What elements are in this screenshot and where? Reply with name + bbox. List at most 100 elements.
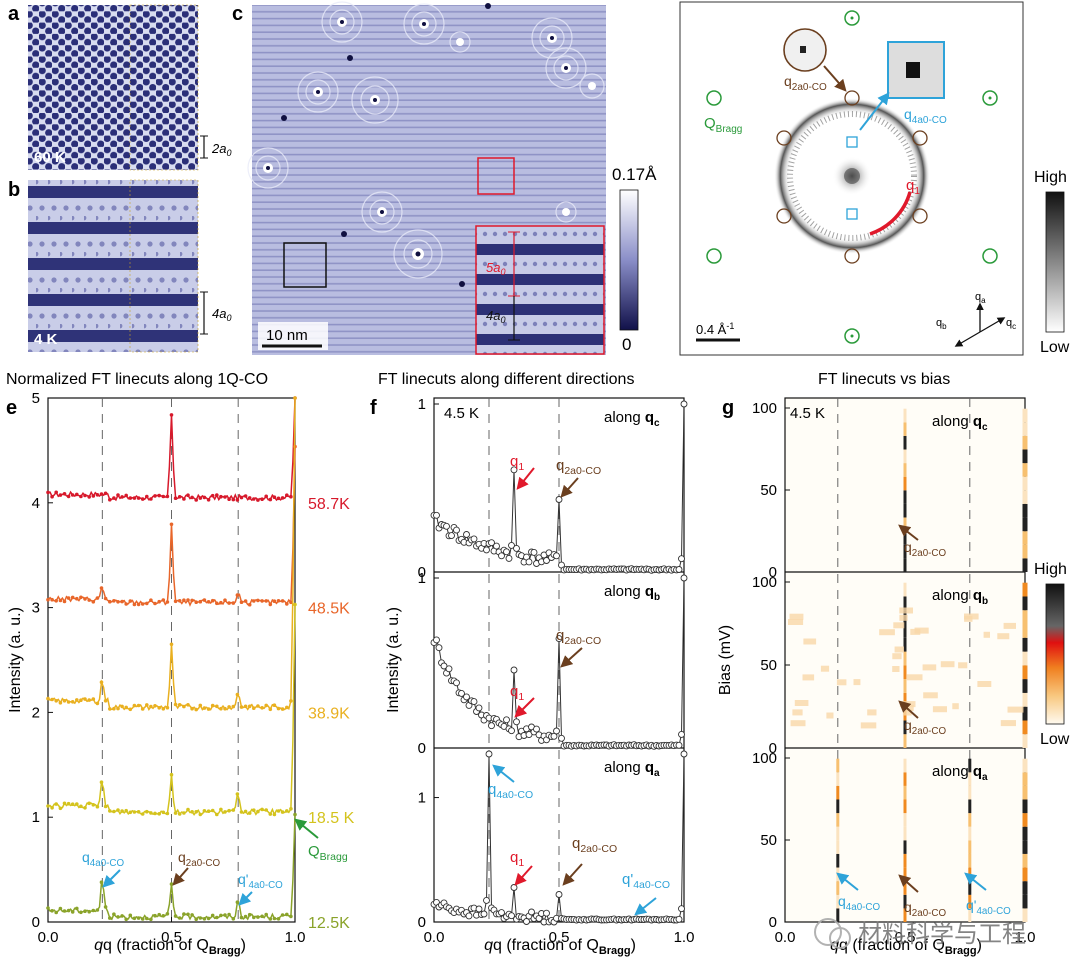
g-ann-q2-a: q2a0-CO xyxy=(904,899,946,919)
f-xtick-label: 0.0 xyxy=(424,929,445,946)
e-series-point xyxy=(95,493,100,497)
e-series-point xyxy=(66,801,71,806)
e-series-point xyxy=(75,802,79,806)
e-series-point xyxy=(103,596,108,601)
e-series-point xyxy=(260,497,264,502)
e-series-point xyxy=(276,706,281,711)
e-series-point xyxy=(62,492,67,496)
e-series-point xyxy=(103,905,108,909)
panel-g-chart: 0 50 100 along qc 0 50 100 along qb 0 50 100 along … xyxy=(752,397,1035,946)
f-series-point xyxy=(510,466,518,474)
g-heat-cell xyxy=(968,813,972,827)
g-heat-cell xyxy=(892,666,900,672)
e-series-point xyxy=(145,601,149,606)
e-ytick-label: 4 xyxy=(32,495,40,512)
e-series-point xyxy=(219,600,223,605)
f-series-point xyxy=(458,689,465,697)
e-series-point xyxy=(58,493,63,497)
e-series-point xyxy=(108,916,112,920)
e-series-point xyxy=(247,912,252,917)
e-series-point xyxy=(182,497,186,501)
f-series-point xyxy=(510,884,518,891)
e-series-point xyxy=(145,703,149,707)
g-heat-cell xyxy=(958,662,968,669)
e-series-point xyxy=(264,808,269,812)
panel-d-fft-image xyxy=(696,10,1006,347)
e-series-point xyxy=(136,810,141,814)
f-series-point xyxy=(543,557,550,564)
e-series-point xyxy=(165,811,170,816)
e-series-point xyxy=(260,599,264,603)
e-series-point xyxy=(235,792,240,796)
e-series-point xyxy=(132,810,137,814)
g-title: FT linecuts vs bias xyxy=(818,371,950,388)
e-series-point xyxy=(165,600,170,604)
e-series-point xyxy=(182,811,186,815)
e-series-point xyxy=(103,804,108,809)
e-series-point xyxy=(153,601,157,606)
e-series-point xyxy=(210,493,215,498)
g-heat-cell xyxy=(932,706,947,713)
e-series-point xyxy=(243,494,248,498)
panel-b-scale-label: 4a xyxy=(212,306,226,321)
g-heat-cell xyxy=(788,619,804,625)
g-heat-cell xyxy=(794,700,809,706)
cbar-c-max: 0.17Å xyxy=(612,165,657,184)
e-series-point xyxy=(239,495,244,500)
g-heat-cell xyxy=(803,638,817,645)
e-series-point xyxy=(268,812,273,816)
e-series-point xyxy=(157,599,161,604)
e-series-point xyxy=(247,704,252,709)
e-series-point xyxy=(128,599,133,603)
e-series-point xyxy=(252,706,256,710)
e-series-point xyxy=(247,811,252,815)
e-series-point xyxy=(272,599,277,603)
g-heat-cell xyxy=(892,653,902,660)
e-series-point xyxy=(116,493,120,497)
f-series-point xyxy=(513,718,520,726)
e-ytick-label: 0 xyxy=(32,914,40,931)
e-series-point xyxy=(268,707,273,712)
e-series-point xyxy=(182,704,186,709)
f-series-point xyxy=(445,665,453,673)
e-series-point xyxy=(190,495,194,500)
e-series-point xyxy=(276,809,281,813)
g-heat-cell xyxy=(923,692,938,699)
g-heat-cell xyxy=(820,665,830,672)
inset-bot-label: 4a xyxy=(486,308,500,323)
g-heat-cell xyxy=(952,703,959,710)
g-heat-cell xyxy=(1022,881,1028,895)
e-series-point xyxy=(157,912,161,917)
panel-g-label: g xyxy=(722,397,734,419)
g-heat-cell xyxy=(1022,422,1028,436)
e-series-point xyxy=(194,498,198,502)
e-series-point xyxy=(108,497,112,502)
f-series-point xyxy=(533,725,540,733)
f-series-point xyxy=(470,698,478,706)
e-series-point xyxy=(268,497,273,502)
f-series-point xyxy=(453,679,460,687)
e-series-point xyxy=(83,493,87,498)
f-series-point xyxy=(510,666,518,674)
e-arrow-qbragg xyxy=(294,818,319,839)
g-heat-cell xyxy=(1022,720,1028,735)
e-series-point xyxy=(79,595,83,600)
g-ytick-label: 100 xyxy=(752,574,777,591)
g-heat-cell xyxy=(968,908,972,922)
g-ytick-label: 100 xyxy=(752,750,777,767)
f-ylabel: Intensity (a. u.) xyxy=(385,607,402,713)
g-heat-cell xyxy=(1022,637,1028,652)
e-series-point xyxy=(91,908,96,913)
e-series-point xyxy=(235,900,240,904)
e-series-point xyxy=(91,494,96,498)
f-series-point xyxy=(470,535,478,543)
e-series-point xyxy=(169,413,174,417)
e-series-point xyxy=(219,913,223,918)
g-heat-cell xyxy=(1022,785,1028,800)
e-series-point xyxy=(136,916,141,920)
g-heat-cell xyxy=(1022,490,1028,504)
e-series-point xyxy=(177,703,182,707)
e-series-point xyxy=(182,598,186,602)
e-series-point xyxy=(58,906,63,911)
e-series-point xyxy=(153,811,157,816)
